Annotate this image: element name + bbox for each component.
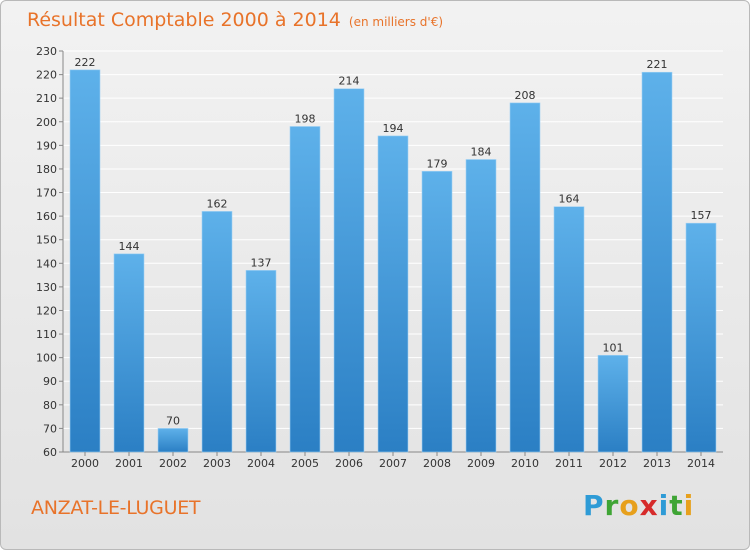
- bar: [157, 428, 189, 453]
- y-tick-label: 200: [36, 116, 57, 129]
- bar-value-label: 144: [119, 240, 140, 253]
- y-tick-label: 210: [36, 92, 57, 105]
- title-text: Résultat Comptable 2000 à 2014: [27, 9, 341, 31]
- y-tick-label: 150: [36, 234, 57, 247]
- bar: [597, 354, 629, 453]
- x-tick-label: 2006: [335, 457, 363, 470]
- x-tick-label: 2010: [511, 457, 539, 470]
- bar: [421, 171, 453, 453]
- logo-letter: x: [639, 489, 659, 522]
- bar-value-label: 208: [515, 89, 536, 102]
- x-tick-label: 2004: [247, 457, 275, 470]
- bar-value-label: 101: [603, 341, 624, 354]
- commune-name: ANZAT-LE-LUGUET: [31, 497, 201, 519]
- bar: [641, 71, 673, 453]
- bar: [333, 88, 365, 453]
- bar: [465, 159, 497, 453]
- x-tick-label: 2014: [687, 457, 715, 470]
- bar-value-label: 164: [559, 193, 580, 206]
- y-tick-label: 160: [36, 210, 57, 223]
- y-tick-label: 170: [36, 187, 57, 200]
- x-tick-label: 2011: [555, 457, 583, 470]
- logo-letter: i: [658, 489, 670, 522]
- bar: [509, 102, 541, 453]
- proxiti-logo: Proxiti: [583, 489, 694, 522]
- logo-letter: t: [669, 489, 684, 522]
- y-tick-label: 70: [43, 422, 57, 435]
- logo-letter: i: [683, 489, 695, 522]
- logo-letter: o: [619, 489, 640, 522]
- title-unit: (en milliers d'€): [348, 15, 444, 29]
- y-tick-label: 80: [43, 399, 57, 412]
- bar-value-label: 162: [207, 197, 228, 210]
- x-tick-label: 2008: [423, 457, 451, 470]
- x-tick-label: 2007: [379, 457, 407, 470]
- bar: [201, 211, 233, 453]
- y-tick-label: 180: [36, 163, 57, 176]
- x-tick-label: 2002: [159, 457, 187, 470]
- bar: [289, 126, 321, 453]
- bar-value-label: 222: [75, 56, 96, 69]
- logo-letter: r: [604, 489, 620, 522]
- bar: [245, 270, 277, 453]
- bar-value-label: 157: [691, 209, 712, 222]
- y-tick-label: 140: [36, 257, 57, 270]
- bar-value-label: 179: [427, 157, 448, 170]
- x-tick-label: 2003: [203, 457, 231, 470]
- y-tick-label: 60: [43, 446, 57, 459]
- y-tick-label: 230: [36, 45, 57, 58]
- bar-value-label: 214: [339, 75, 360, 88]
- y-tick-label: 220: [36, 69, 57, 82]
- bar-value-label: 70: [166, 414, 180, 427]
- bar-value-label: 194: [383, 122, 404, 135]
- y-tick-label: 120: [36, 304, 57, 317]
- bar: [685, 222, 717, 453]
- x-tick-label: 2000: [71, 457, 99, 470]
- y-tick-label: 130: [36, 281, 57, 294]
- y-tick-label: 90: [43, 375, 57, 388]
- y-tick-label: 100: [36, 352, 57, 365]
- bar-value-label: 184: [471, 146, 492, 159]
- bar-value-label: 221: [647, 58, 668, 71]
- x-tick-label: 2012: [599, 457, 627, 470]
- x-tick-label: 2001: [115, 457, 143, 470]
- chart-title: Résultat Comptable 2000 à 2014 (en millie…: [27, 9, 443, 31]
- x-tick-label: 2009: [467, 457, 495, 470]
- bar: [377, 135, 409, 453]
- x-tick-label: 2005: [291, 457, 319, 470]
- bar-value-label: 198: [295, 112, 316, 125]
- bar-value-label: 137: [251, 256, 272, 269]
- logo-letter: P: [583, 489, 605, 522]
- x-tick-label: 2013: [643, 457, 671, 470]
- bar: [113, 253, 145, 453]
- y-tick-label: 190: [36, 139, 57, 152]
- y-tick-label: 110: [36, 328, 57, 341]
- bar: [69, 69, 101, 453]
- bar: [553, 206, 585, 453]
